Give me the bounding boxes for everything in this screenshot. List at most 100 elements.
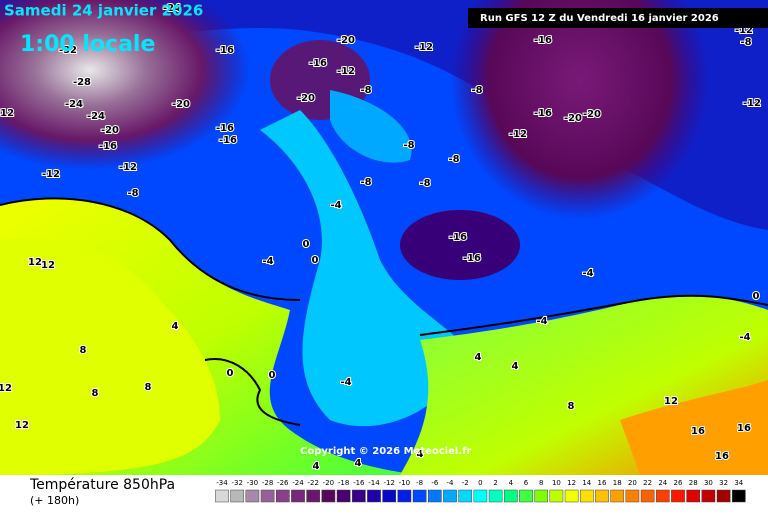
colorbar-swatch [564,489,579,503]
colorbar-tick-label: 8 [539,479,543,487]
contour-label: -20 [297,93,315,104]
map [0,0,768,475]
colorbar-swatch [351,489,366,503]
contour-label: 8 [145,382,152,393]
colorbar-tick-label: 18 [613,479,622,487]
colorbar-tick-label: 34 [734,479,743,487]
contour-label: -4 [739,332,750,343]
field-title: Température 850hPa [29,477,175,493]
colorbar-tick-label: -28 [262,479,273,487]
colorbar-swatch [367,489,381,503]
colorbar-tick-label: -30 [247,479,258,487]
contour-label: -20 [337,35,355,46]
colorbar-tick-label: -22 [307,479,318,487]
contour-label: -16 [449,232,467,243]
contour-label: 0 [303,239,310,250]
contour-label: 0 [312,255,319,266]
contour-label: -24 [65,99,83,110]
contour-label: -16 [309,58,327,69]
contour-label: -16 [216,45,234,56]
copyright: Copyright © 2026 Meteociel.fr [300,446,471,457]
colorbar-swatch [655,489,670,503]
contour-label: 4 [313,461,320,472]
contour-label: -32 [59,45,77,56]
colorbar-swatch [595,489,609,503]
colorbar-tick-label: -16 [353,479,365,487]
colorbar-swatch [275,489,290,503]
colorbar-swatch [427,489,442,503]
colorbar-swatch [245,489,260,503]
colorbar-tick-label: -6 [431,479,439,487]
colorbar-swatch [382,489,397,503]
contour-label: -4 [340,377,351,388]
colorbar: -34 -32 -30 -28 -26 -24 -22 -20 -18 -16 -14 -12 -10-… [215,479,746,503]
contour-label: 4 [172,321,179,332]
contour-label: -12 [509,129,527,140]
contour-label: -28 [73,77,91,88]
colorbar-swatch [488,489,503,503]
contour-label: -4 [536,316,547,327]
colorbar-tick-label: -32 [231,479,242,487]
contour-label: -16 [534,35,552,46]
contour-label: 4 [355,458,362,469]
contour-label: -12 [337,66,355,77]
colorbar-swatch [306,489,321,503]
colorbar-swatch [230,489,245,503]
contour-label: 16 [715,451,729,462]
contour-label: -20 [172,99,190,110]
colorbar-swatch [412,489,427,503]
contour-label: -20 [564,113,582,124]
colorbar-swatch [260,489,275,503]
contour-label: 8 [92,388,99,399]
contour-label: 8 [568,401,575,412]
forecast-time: 1:00 locale [20,32,155,57]
contour-label: 16 [737,423,751,434]
colorbar-tick-label: -14 [368,479,380,487]
colorbar-swatch [640,489,655,503]
contour-label: -20 [583,109,601,120]
colorbar-swatch [625,489,640,503]
colorbar-tick-label: 30 [704,479,713,487]
contour-label: -16 [463,253,481,264]
colorbar-swatch [397,489,412,503]
colorbar-tick-label: 26 [674,479,683,487]
colorbar-tick-label: -26 [277,479,289,487]
colorbar-tick-label: -12 [383,479,394,487]
contour-labels: -24-32-28-24-24-20-16-12-20-16-20-12-16-… [0,2,762,473]
contour-label: -20 [101,125,119,136]
colorbar-tick-label: 24 [658,479,667,487]
colorbar-tick-label: 10 [552,479,561,487]
contour-label: -4 [330,200,341,211]
colorbar-tick-label: 6 [524,479,529,487]
contour-label: 12 [664,396,678,407]
contour-label: -16 [99,141,117,152]
colorbar-swatch [549,489,564,503]
contour-label: -12 [42,169,60,180]
run-box [468,8,768,28]
contour-label: 16 [691,426,705,437]
contour-label: 0 [753,291,760,302]
colorbar-tick-label: -8 [416,479,423,487]
colorbar-swatch [458,489,473,503]
contour-label: 0 [227,368,234,379]
colorbar-swatch [503,489,518,503]
colorbar-tick-label: -10 [399,479,410,487]
contour-label: -8 [360,85,371,96]
colorbar-swatch [579,489,594,503]
colorbar-swatch [534,489,549,503]
colorbar-tick-label: -2 [462,479,469,487]
colorbar-tick-label: -18 [338,479,349,487]
contour-label: -24 [87,111,105,122]
colorbar-tick-label: 12 [567,479,576,487]
contour-label: -12 [119,162,137,173]
contour-label: 4 [512,361,519,372]
colorbar-tick-label: 32 [719,479,728,487]
contour-label: 8 [80,345,87,356]
contour-label: -8 [448,154,459,165]
contour-label: 12 [28,257,42,268]
contour-label: 12 [15,420,29,431]
contour-label: -16 [534,108,552,119]
colorbar-tick-label: 28 [689,479,698,487]
contour-label: -24 [163,3,181,14]
